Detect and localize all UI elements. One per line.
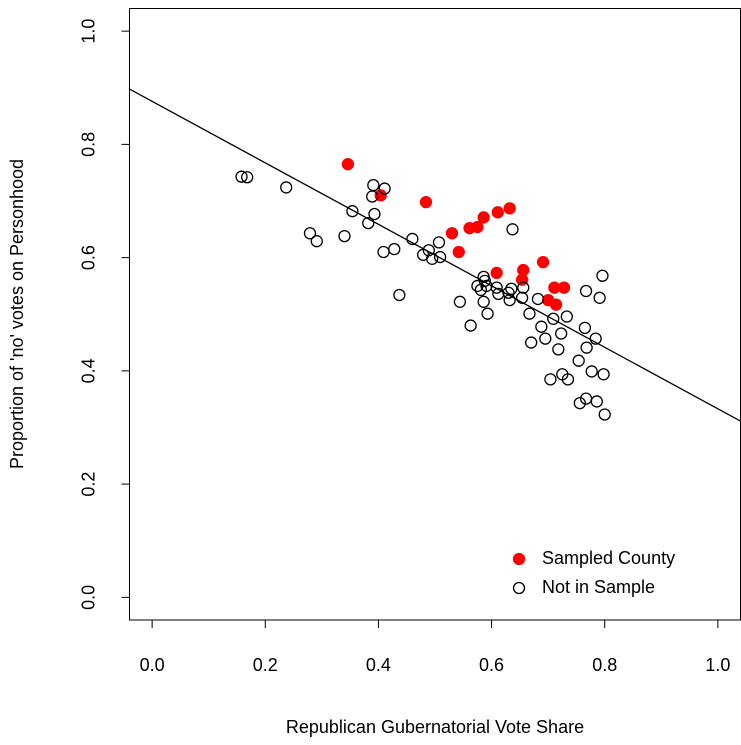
point [555, 327, 568, 340]
point [241, 171, 254, 184]
point [419, 195, 433, 209]
point [464, 319, 477, 332]
y-tick-label: 0.2 [79, 472, 99, 497]
point [593, 291, 606, 304]
point [406, 232, 419, 246]
point [560, 310, 573, 323]
point [535, 320, 548, 333]
point [578, 321, 592, 334]
x-tick-label: 0.8 [592, 655, 617, 675]
legend-label: Sampled County [542, 548, 675, 568]
x-tick-label: 0.2 [253, 655, 278, 675]
point [506, 223, 519, 236]
point [426, 252, 439, 265]
point [502, 286, 515, 299]
point [362, 216, 375, 230]
point [393, 288, 406, 302]
point [517, 281, 530, 294]
y-tick-label: 0.0 [79, 585, 99, 610]
point [544, 373, 557, 386]
point [388, 242, 401, 256]
point [433, 250, 447, 264]
x-tick-label: 0.6 [479, 655, 504, 675]
point [368, 207, 381, 221]
legend-label: Not in Sample [542, 577, 655, 597]
plot-box [129, 8, 741, 621]
point [341, 158, 355, 171]
y-axis-title: Proportion of 'no' votes on Personhood [7, 159, 27, 469]
plot-area [129, 88, 741, 422]
point [477, 295, 490, 308]
point [422, 244, 435, 257]
point [580, 341, 593, 354]
point [490, 281, 503, 294]
point [573, 396, 586, 410]
point [280, 181, 293, 194]
y-tick-label: 1.0 [79, 19, 99, 44]
x-tick-label: 1.0 [705, 655, 730, 675]
point [572, 354, 585, 367]
point [536, 256, 550, 269]
point [338, 229, 351, 243]
point [378, 182, 391, 195]
point [552, 343, 565, 356]
point [579, 284, 593, 298]
point [490, 266, 503, 280]
point [557, 281, 571, 294]
point [492, 287, 505, 301]
point [590, 395, 603, 408]
point [547, 312, 560, 325]
point [503, 202, 516, 215]
point [515, 291, 529, 304]
point [523, 307, 536, 320]
point [445, 227, 459, 240]
point [531, 292, 545, 306]
point [481, 307, 494, 320]
y-tick-label: 0.6 [79, 245, 99, 270]
point [367, 179, 380, 192]
x-tick-label: 0.4 [366, 655, 391, 675]
point [471, 220, 484, 234]
x-axis-title: Republican Gubernatorial Vote Share [286, 717, 584, 737]
point [597, 368, 610, 381]
point [432, 236, 446, 249]
point [491, 206, 504, 219]
point [549, 298, 563, 311]
legend-marker [512, 552, 526, 566]
point [235, 170, 248, 183]
point [478, 274, 491, 287]
point [539, 332, 552, 345]
legend-marker [512, 581, 526, 595]
point [346, 205, 359, 218]
point [585, 365, 598, 378]
point [377, 245, 390, 259]
point [453, 295, 467, 308]
point [452, 245, 465, 259]
y-tick-label: 0.8 [79, 132, 99, 157]
point [310, 235, 323, 248]
y-tick-label: 0.4 [79, 358, 99, 383]
point [505, 282, 518, 295]
point [477, 211, 490, 224]
point [525, 336, 538, 349]
point [596, 269, 609, 282]
point [598, 408, 611, 421]
point [303, 227, 317, 240]
x-tick-label: 0.0 [140, 655, 165, 675]
point [561, 373, 575, 386]
point [589, 332, 602, 345]
